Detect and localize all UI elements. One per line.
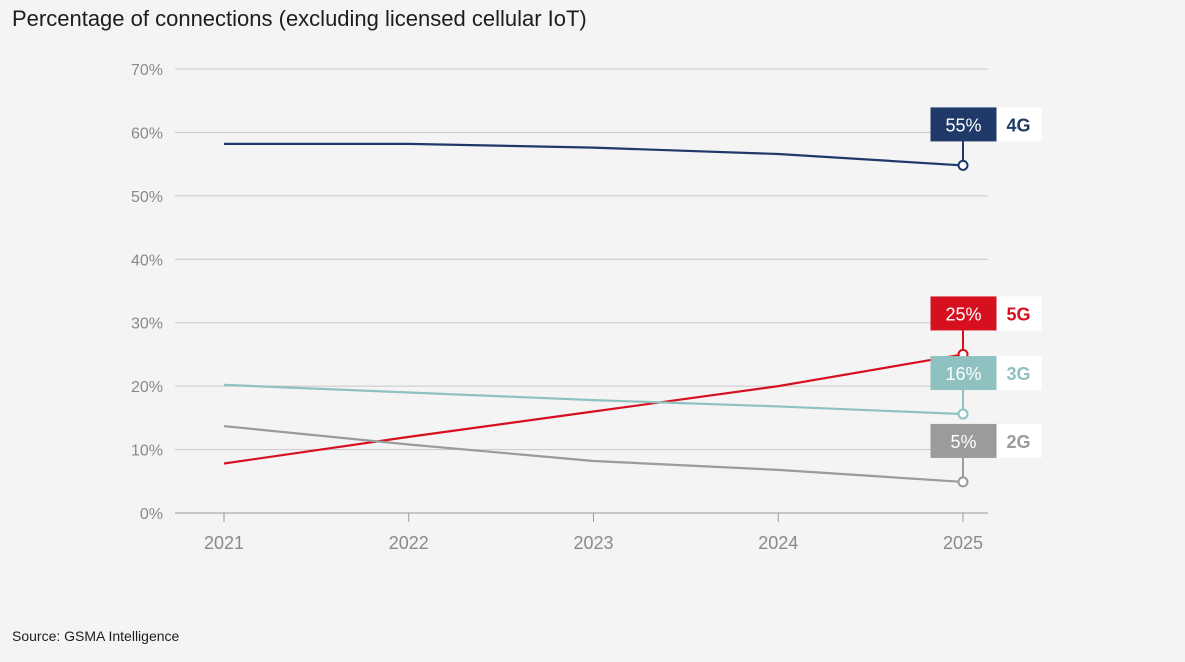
series-name-bg-5g (996, 296, 1042, 331)
x-tick-label: 2025 (943, 533, 983, 553)
series-name-bg-3g (996, 356, 1042, 391)
y-tick-label: 70% (131, 62, 163, 79)
x-tick-label: 2021 (204, 533, 244, 553)
source-note: Source: GSMA Intelligence (12, 628, 180, 644)
y-tick-label: 10% (131, 443, 163, 460)
series-name-3g: 3G (1006, 364, 1030, 384)
value-box-2g (930, 423, 997, 458)
series-line-4g (224, 142, 964, 167)
series-name-4g: 4G (1006, 115, 1030, 135)
x-axis-ticks: 2021 2022 2023 2024 2025 (204, 513, 983, 553)
y-tick-label: 40% (131, 252, 163, 269)
chart-title: Percentage of connections (excluding lic… (12, 6, 587, 31)
series-line-5g (223, 353, 964, 465)
value-box-4g (930, 107, 997, 142)
end-point-2g (957, 476, 969, 488)
value-box-3g (930, 356, 997, 391)
series-line-2g (223, 425, 964, 484)
end-point-3g (957, 408, 969, 420)
value-label-2g: 5% (950, 432, 976, 452)
y-tick-label: 0% (140, 506, 163, 523)
value-label-5g: 25% (945, 304, 981, 324)
x-tick-label: 2023 (573, 533, 613, 553)
x-tick-label: 2022 (389, 533, 429, 553)
series-name-5g: 5G (1006, 304, 1030, 324)
y-axis-ticks: 0% 10% 20% 30% 40% 50% 60% 70% (131, 62, 163, 523)
y-tick-label: 20% (131, 379, 163, 396)
series-lines (223, 142, 964, 484)
series-name-bg-4g (996, 107, 1042, 142)
y-tick-label: 60% (131, 125, 163, 142)
series-name-2g: 2G (1006, 432, 1030, 452)
value-box-5g (930, 296, 997, 331)
y-tick-label: 30% (131, 316, 163, 333)
end-labels: 55% 4G 25% 5G 16% 3G 5% 2G (930, 107, 1042, 488)
series-line-3g (223, 383, 964, 416)
y-tick-label: 50% (131, 189, 163, 206)
value-label-3g: 16% (945, 364, 981, 384)
series-name-bg-2g (996, 423, 1042, 458)
value-label-4g: 55% (945, 115, 981, 135)
x-tick-label: 2024 (758, 533, 798, 553)
end-point-4g (957, 159, 969, 171)
gridlines (175, 68, 988, 514)
